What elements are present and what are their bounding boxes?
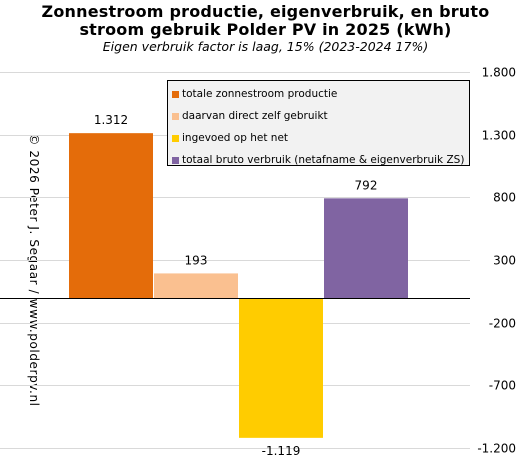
y-axis-labels: 1.800 1.300 800 300 -200 -700 -1.200 [477,66,516,456]
y-tick-label: -700 [489,379,516,393]
legend-item: totale zonnestroom productie [172,83,469,105]
bar-value-label: 792 [355,178,378,192]
bar [324,198,408,299]
legend-swatch [172,134,179,142]
y-tick-label: 800 [493,191,516,205]
legend-label: totale zonnestroom productie [182,88,338,100]
chart-subtitle: Eigen verbruik factor is laag, 15% (2023… [102,39,429,54]
bars [69,133,408,438]
legend-label: daarvan direct zelf gebruikt [182,110,328,122]
bar [239,298,323,438]
y-tick-label: 300 [493,254,516,268]
y-tick-label: 1.300 [482,129,516,143]
legend-swatch [172,112,179,120]
bar [154,273,238,299]
legend-item: totaal bruto verbruik (netafname & eigen… [172,149,469,171]
legend-swatch [172,156,179,164]
chart-title-line2: stroom gebruik Polder PV in 2025 (kWh) [79,20,452,39]
legend-item: daarvan direct zelf gebruikt [172,105,469,127]
data-labels: 1.312 193 -1.119 792 [94,113,378,458]
bar [69,133,153,299]
legend-item: ingevoed op het net [172,127,469,149]
bar-value-label: 1.312 [94,113,128,127]
y-tick-label: 1.800 [482,66,516,80]
y-tick-label: -200 [489,317,516,331]
legend-label: totaal bruto verbruik (netafname & eigen… [182,154,465,166]
bar-value-label: -1.119 [262,444,301,458]
y-tick-label: -1.200 [477,442,516,456]
legend-label: ingevoed op het net [182,132,289,144]
legend-swatch [172,90,179,98]
legend: totale zonnestroom productie daarvan dir… [167,80,470,166]
bar-value-label: 193 [185,253,208,267]
chart-title-line1: Zonnestroom productie, eigenverbruik, en… [41,2,490,21]
